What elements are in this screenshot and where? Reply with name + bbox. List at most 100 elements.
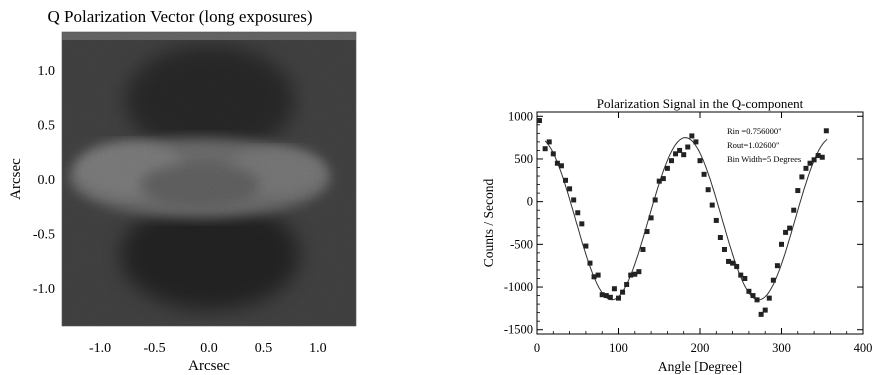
data-points [536, 118, 829, 317]
data-point [648, 215, 654, 221]
left-panel: Q Polarization Vector (long exposures) -… [8, 7, 357, 374]
right-x-ticks: 0 100 200 300 400 [534, 112, 873, 355]
data-point [603, 293, 609, 299]
data-point [705, 187, 711, 193]
left-y-tick-label: -1.0 [33, 282, 55, 297]
right-x-tick-label: 300 [772, 341, 791, 355]
data-point [697, 158, 703, 164]
data-point [803, 165, 809, 171]
data-point [742, 276, 748, 281]
right-y-tick-label: -1500 [504, 323, 533, 337]
data-point [536, 118, 542, 124]
data-point [717, 235, 723, 241]
data-point [779, 241, 784, 247]
data-point [611, 286, 617, 292]
data-point [616, 295, 621, 301]
data-point [734, 264, 740, 270]
left-y-tick-label: -0.5 [33, 227, 55, 242]
right-x-axis-label: Angle [Degree] [658, 359, 742, 374]
data-point [656, 178, 662, 184]
left-chart-title: Q Polarization Vector (long exposures) [47, 7, 312, 26]
data-point [587, 260, 593, 266]
data-point [783, 229, 789, 235]
data-point [750, 293, 756, 299]
data-point [628, 272, 634, 278]
left-x-tick-label: 1.0 [309, 341, 327, 356]
data-point [709, 202, 715, 208]
left-x-tick-label: 0.0 [200, 341, 218, 356]
right-plot-frame [536, 111, 864, 335]
data-point [673, 151, 679, 157]
data-point [550, 151, 556, 157]
data-point [766, 295, 772, 301]
data-point [770, 277, 776, 283]
polarization-image [62, 32, 356, 326]
right-y-tick-label: 0 [527, 195, 533, 209]
right-x-tick-label: 100 [609, 341, 628, 355]
left-y-tick-label: 0.0 [38, 173, 56, 188]
data-point [819, 154, 825, 160]
data-point [799, 174, 805, 180]
left-x-ticks: -1.0 -0.5 0.0 0.5 1.0 [89, 341, 327, 356]
right-x-tick-label: 400 [854, 341, 873, 355]
data-point [579, 221, 585, 227]
data-point [668, 158, 674, 164]
data-point [762, 307, 768, 313]
data-point [791, 207, 797, 213]
data-point [738, 272, 744, 278]
right-y-tick-label: -1000 [504, 280, 533, 294]
left-y-axis-label: Arcsec [8, 158, 24, 200]
data-point [607, 294, 613, 300]
right-panel: Polarization Signal in the Q-component 0… [481, 96, 872, 374]
data-point [726, 258, 732, 264]
data-point [746, 288, 752, 294]
data-point [595, 272, 601, 278]
data-point [685, 144, 691, 150]
data-point [758, 311, 764, 317]
data-point [575, 210, 581, 216]
data-point [620, 289, 626, 295]
data-point [795, 188, 801, 194]
data-point [563, 177, 569, 183]
left-y-tick-label: 0.5 [38, 119, 56, 134]
left-y-ticks: 1.0 0.5 0.0 -0.5 -1.0 [33, 64, 55, 297]
right-y-axis-label: Counts / Second [481, 179, 496, 268]
data-point [599, 292, 605, 298]
data-point [546, 139, 552, 145]
data-point [644, 229, 650, 235]
data-point [636, 269, 642, 275]
data-point [787, 225, 793, 231]
data-point [754, 297, 760, 303]
data-point [567, 186, 573, 192]
data-point [807, 160, 813, 166]
data-point [823, 128, 829, 134]
data-point [624, 281, 630, 287]
right-y-tick-label: 1000 [508, 109, 533, 123]
data-point [713, 217, 719, 223]
data-point [681, 152, 687, 158]
data-point [721, 246, 727, 252]
data-point [774, 263, 780, 269]
data-point [652, 197, 658, 203]
data-point [811, 157, 817, 163]
data-point [571, 197, 577, 203]
left-x-axis-label: Arcsec [188, 358, 230, 374]
right-chart-title: Polarization Signal in the Q-component [597, 96, 804, 111]
annotation-binwidth: Bin Width=5 Degrees [727, 154, 801, 164]
right-x-tick-label: 200 [691, 341, 710, 355]
data-point [693, 139, 699, 145]
fit-curve [544, 137, 828, 301]
data-point [591, 274, 597, 280]
data-point [660, 176, 666, 182]
annotation-block: Rin =0.756000" Rout=1.02600" Bin Width=5… [727, 126, 801, 164]
data-point [664, 165, 670, 171]
data-point [689, 133, 695, 139]
data-point [558, 163, 564, 169]
data-point [730, 260, 736, 266]
left-x-tick-label: 0.5 [255, 341, 273, 356]
data-point [815, 153, 821, 159]
data-point [640, 246, 646, 252]
right-y-ticks: 1000 500 0 -500 -1000 -1500 [504, 109, 863, 337]
data-point [677, 147, 683, 153]
